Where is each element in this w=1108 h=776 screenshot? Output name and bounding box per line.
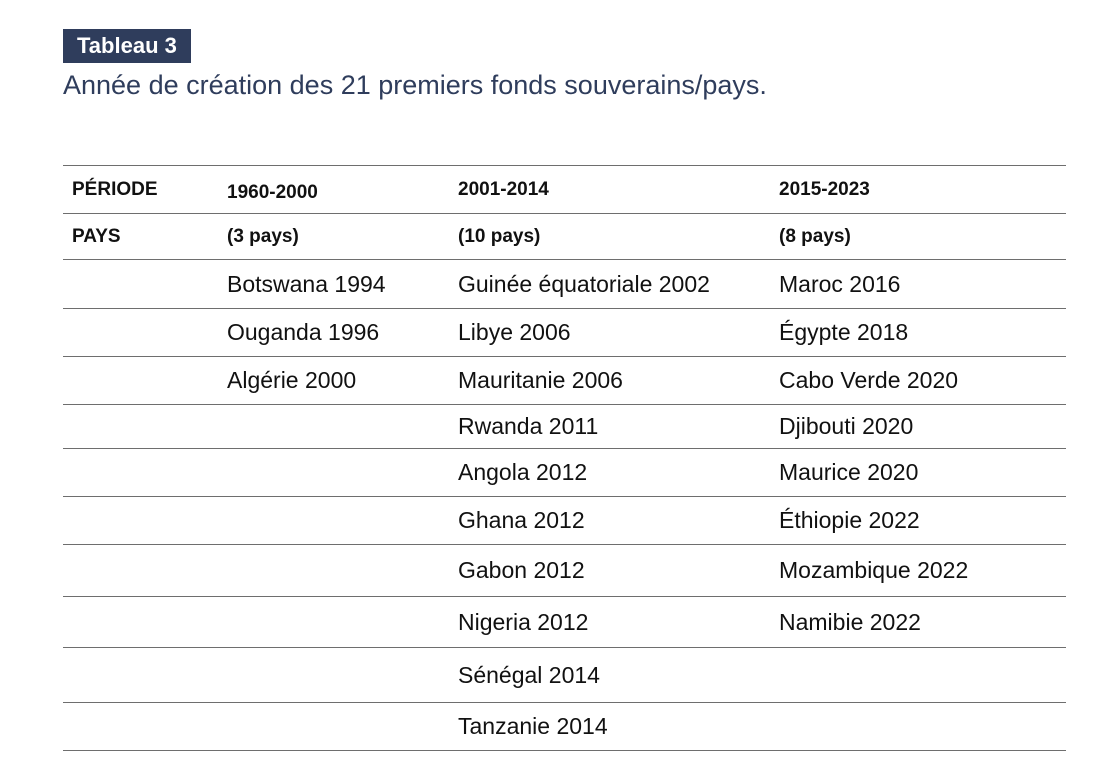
table-cell — [218, 647, 449, 703]
table-cell: Angola 2012 — [449, 448, 770, 497]
table-cell: Namibie 2022 — [770, 596, 1066, 648]
header-row-period: PÉRIODE 1960-2000 2001-2014 2015-2023 — [63, 165, 1066, 214]
header-cell: 2001-2014 — [449, 165, 770, 214]
table-cell: Algérie 2000 — [218, 356, 449, 405]
table-cell: Sénégal 2014 — [449, 647, 770, 703]
table-cell: Mozambique 2022 — [770, 544, 1066, 597]
header-cell: PAYS — [63, 213, 218, 260]
table-cell: Guinée équatoriale 2002 — [449, 259, 770, 309]
table-cell: Rwanda 2011 — [449, 404, 770, 449]
table-cell: Maurice 2020 — [770, 448, 1066, 497]
table-cell — [218, 596, 449, 648]
table-cell: Mauritanie 2006 — [449, 356, 770, 405]
sovereign-funds-table: PÉRIODE 1960-2000 2001-2014 2015-2023 PA… — [63, 165, 1066, 751]
table-row: Ouganda 1996 Libye 2006 Égypte 2018 — [63, 308, 1066, 357]
table-title: Année de création des 21 premiers fonds … — [63, 70, 767, 100]
table-cell: Ouganda 1996 — [218, 308, 449, 357]
table-row: Gabon 2012 Mozambique 2022 — [63, 544, 1066, 597]
table-row: Angola 2012 Maurice 2020 — [63, 448, 1066, 497]
table-cell: Nigeria 2012 — [449, 596, 770, 648]
table-row: Sénégal 2014 — [63, 647, 1066, 703]
table-cell — [63, 308, 218, 357]
table-cell — [218, 448, 449, 497]
header-row-countries: PAYS (3 pays) (10 pays) (8 pays) — [63, 213, 1066, 260]
header-cell: 1960-2000 — [218, 165, 449, 214]
table-cell: Gabon 2012 — [449, 544, 770, 597]
table-row: Botswana 1994 Guinée équatoriale 2002 Maro… — [63, 259, 1066, 309]
header-cell: 2015-2023 — [770, 165, 1066, 214]
header-cell: (3 pays) — [218, 213, 449, 260]
table-cell — [63, 448, 218, 497]
table-cell — [218, 496, 449, 545]
table-cell: Libye 2006 — [449, 308, 770, 357]
table-cell: Tanzanie 2014 — [449, 702, 770, 751]
table-cell: Ghana 2012 — [449, 496, 770, 545]
table-cell — [770, 647, 1066, 703]
table-cell — [63, 647, 218, 703]
table-cell — [63, 702, 218, 751]
table-cell — [218, 404, 449, 449]
header-cell: (10 pays) — [449, 213, 770, 260]
table-cell: Botswana 1994 — [218, 259, 449, 309]
table-row: Tanzanie 2014 — [63, 702, 1066, 751]
table-cell: Djibouti 2020 — [770, 404, 1066, 449]
table-cell — [63, 496, 218, 545]
table-row: Ghana 2012 Éthiopie 2022 — [63, 496, 1066, 545]
table-row: Rwanda 2011 Djibouti 2020 — [63, 404, 1066, 449]
table-cell: Égypte 2018 — [770, 308, 1066, 357]
table-cell: Éthiopie 2022 — [770, 496, 1066, 545]
table-cell — [63, 259, 218, 309]
table-cell — [63, 596, 218, 648]
table-cell — [218, 702, 449, 751]
table-cell — [63, 404, 218, 449]
table-label-badge: Tableau 3 — [63, 29, 191, 63]
table-cell — [770, 702, 1066, 751]
header-cell: PÉRIODE — [63, 165, 218, 214]
table-cell: Maroc 2016 — [770, 259, 1066, 309]
table-cell — [218, 544, 449, 597]
table-cell: Cabo Verde 2020 — [770, 356, 1066, 405]
table-row: Algérie 2000 Mauritanie 2006 Cabo Verde 20… — [63, 356, 1066, 405]
header-cell: (8 pays) — [770, 213, 1066, 260]
table-row: Nigeria 2012 Namibie 2022 — [63, 596, 1066, 648]
table-cell — [63, 356, 218, 405]
table-cell — [63, 544, 218, 597]
